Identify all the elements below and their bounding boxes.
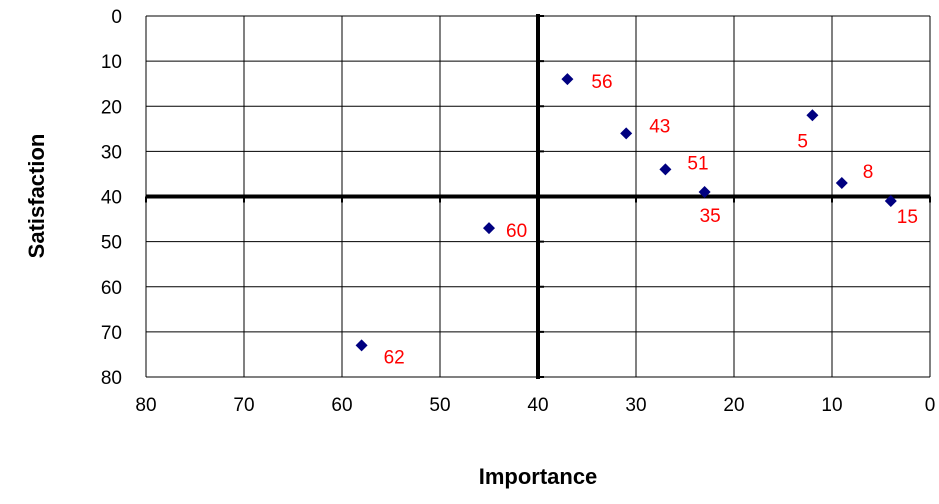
y-tick-label: 70	[101, 323, 122, 344]
y-tick-label: 50	[101, 233, 122, 254]
data-point-label: 8	[863, 162, 874, 183]
data-point-label: 43	[649, 116, 670, 137]
x-tick-label: 0	[925, 395, 936, 416]
x-tick-label: 60	[331, 395, 352, 416]
data-point-marker	[884, 195, 897, 208]
y-tick-label: 10	[101, 52, 122, 73]
data-point-label: 15	[897, 207, 918, 228]
y-tick-label: 40	[101, 188, 122, 209]
y-tick-label: 80	[101, 368, 122, 389]
y-tick-label: 0	[111, 7, 122, 28]
x-tick-labels: 80 70 60 50 40 30 20 10 0	[135, 395, 935, 416]
x-tick-label: 30	[625, 395, 646, 416]
y-tick-labels: 0 10 20 30 40 50 60 70 80	[101, 7, 122, 389]
data-point-label: 5	[797, 131, 808, 152]
data-point-label: 60	[506, 221, 527, 242]
x-tick-label: 80	[135, 395, 156, 416]
data-point-label: 56	[591, 72, 612, 93]
data-point-marker	[620, 127, 633, 140]
x-tick-label: 10	[821, 395, 842, 416]
data-point-label: 51	[687, 153, 708, 174]
y-axis-title: Satisfaction	[24, 134, 49, 259]
y-tick-label: 30	[101, 142, 122, 163]
x-tick-label: 70	[233, 395, 254, 416]
x-axis-title: Importance	[479, 464, 598, 489]
data-point-marker	[835, 176, 848, 189]
data-points: 56 43 51 35 5 8 15 60 62	[355, 72, 918, 368]
data-point-marker	[561, 73, 574, 86]
data-point-marker	[659, 163, 672, 176]
quadrant-lines	[145, 14, 931, 379]
data-point-label: 35	[700, 206, 721, 227]
x-tick-label: 20	[723, 395, 744, 416]
y-tick-label: 60	[101, 278, 122, 299]
data-point-marker	[806, 109, 819, 122]
y-tick-label: 20	[101, 97, 122, 118]
x-tick-label: 40	[527, 395, 548, 416]
data-point-marker	[698, 185, 711, 198]
data-point-marker	[355, 339, 368, 352]
x-tick-label: 50	[429, 395, 450, 416]
data-point-marker	[483, 222, 495, 235]
data-point-label: 62	[384, 347, 405, 368]
